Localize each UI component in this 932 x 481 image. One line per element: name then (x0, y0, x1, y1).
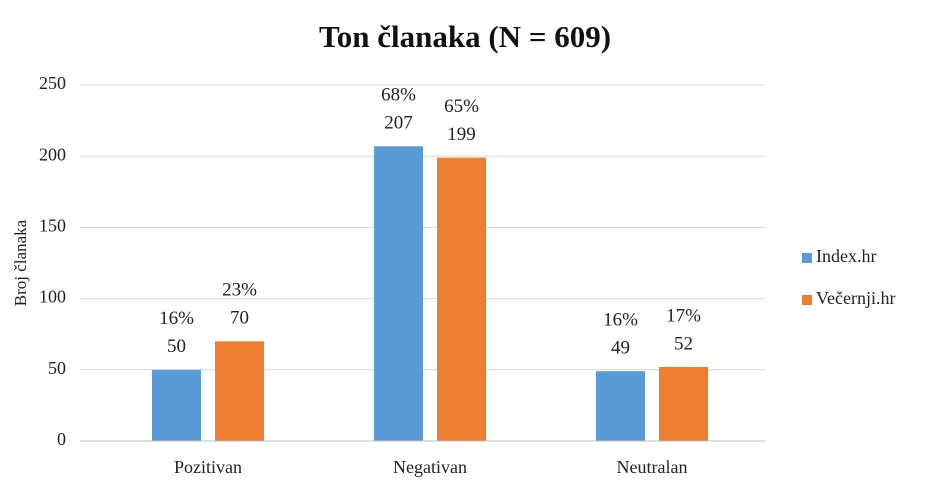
y-tick-label: 200 (39, 144, 66, 164)
share-label: 17% (666, 305, 701, 326)
value-label: 52 (674, 333, 693, 354)
legend-swatch (802, 253, 812, 263)
x-tick-label: Neutralan (617, 457, 688, 477)
bar (152, 369, 201, 441)
legend-label: Večernji.hr (816, 288, 895, 308)
share-label: 65% (444, 96, 479, 117)
bar (437, 157, 486, 441)
legend-label: Index.hr (816, 246, 876, 266)
y-tick-label: 100 (39, 287, 66, 307)
y-tick-label: 50 (48, 358, 66, 378)
bar (215, 341, 264, 441)
y-tick-label: 150 (39, 216, 66, 236)
bar (374, 146, 423, 441)
share-label: 16% (603, 310, 638, 331)
x-tick-label: Negativan (393, 457, 467, 477)
chart-title: Ton članaka (N = 609) (319, 19, 611, 54)
legend-swatch (802, 295, 812, 305)
bar (596, 371, 645, 441)
value-label: 49 (611, 338, 630, 359)
x-tick-label: Pozitivan (174, 457, 242, 477)
value-label: 70 (230, 308, 249, 329)
value-label: 207 (384, 113, 413, 134)
y-tick-label: 250 (39, 73, 66, 93)
bar (659, 366, 708, 441)
y-axis-title: Broj članaka (11, 219, 30, 306)
value-label: 199 (447, 124, 476, 145)
share-label: 68% (381, 85, 416, 106)
share-label: 23% (222, 280, 257, 301)
share-label: 16% (159, 308, 194, 329)
y-tick-label: 0 (57, 429, 66, 449)
value-label: 50 (167, 336, 186, 357)
